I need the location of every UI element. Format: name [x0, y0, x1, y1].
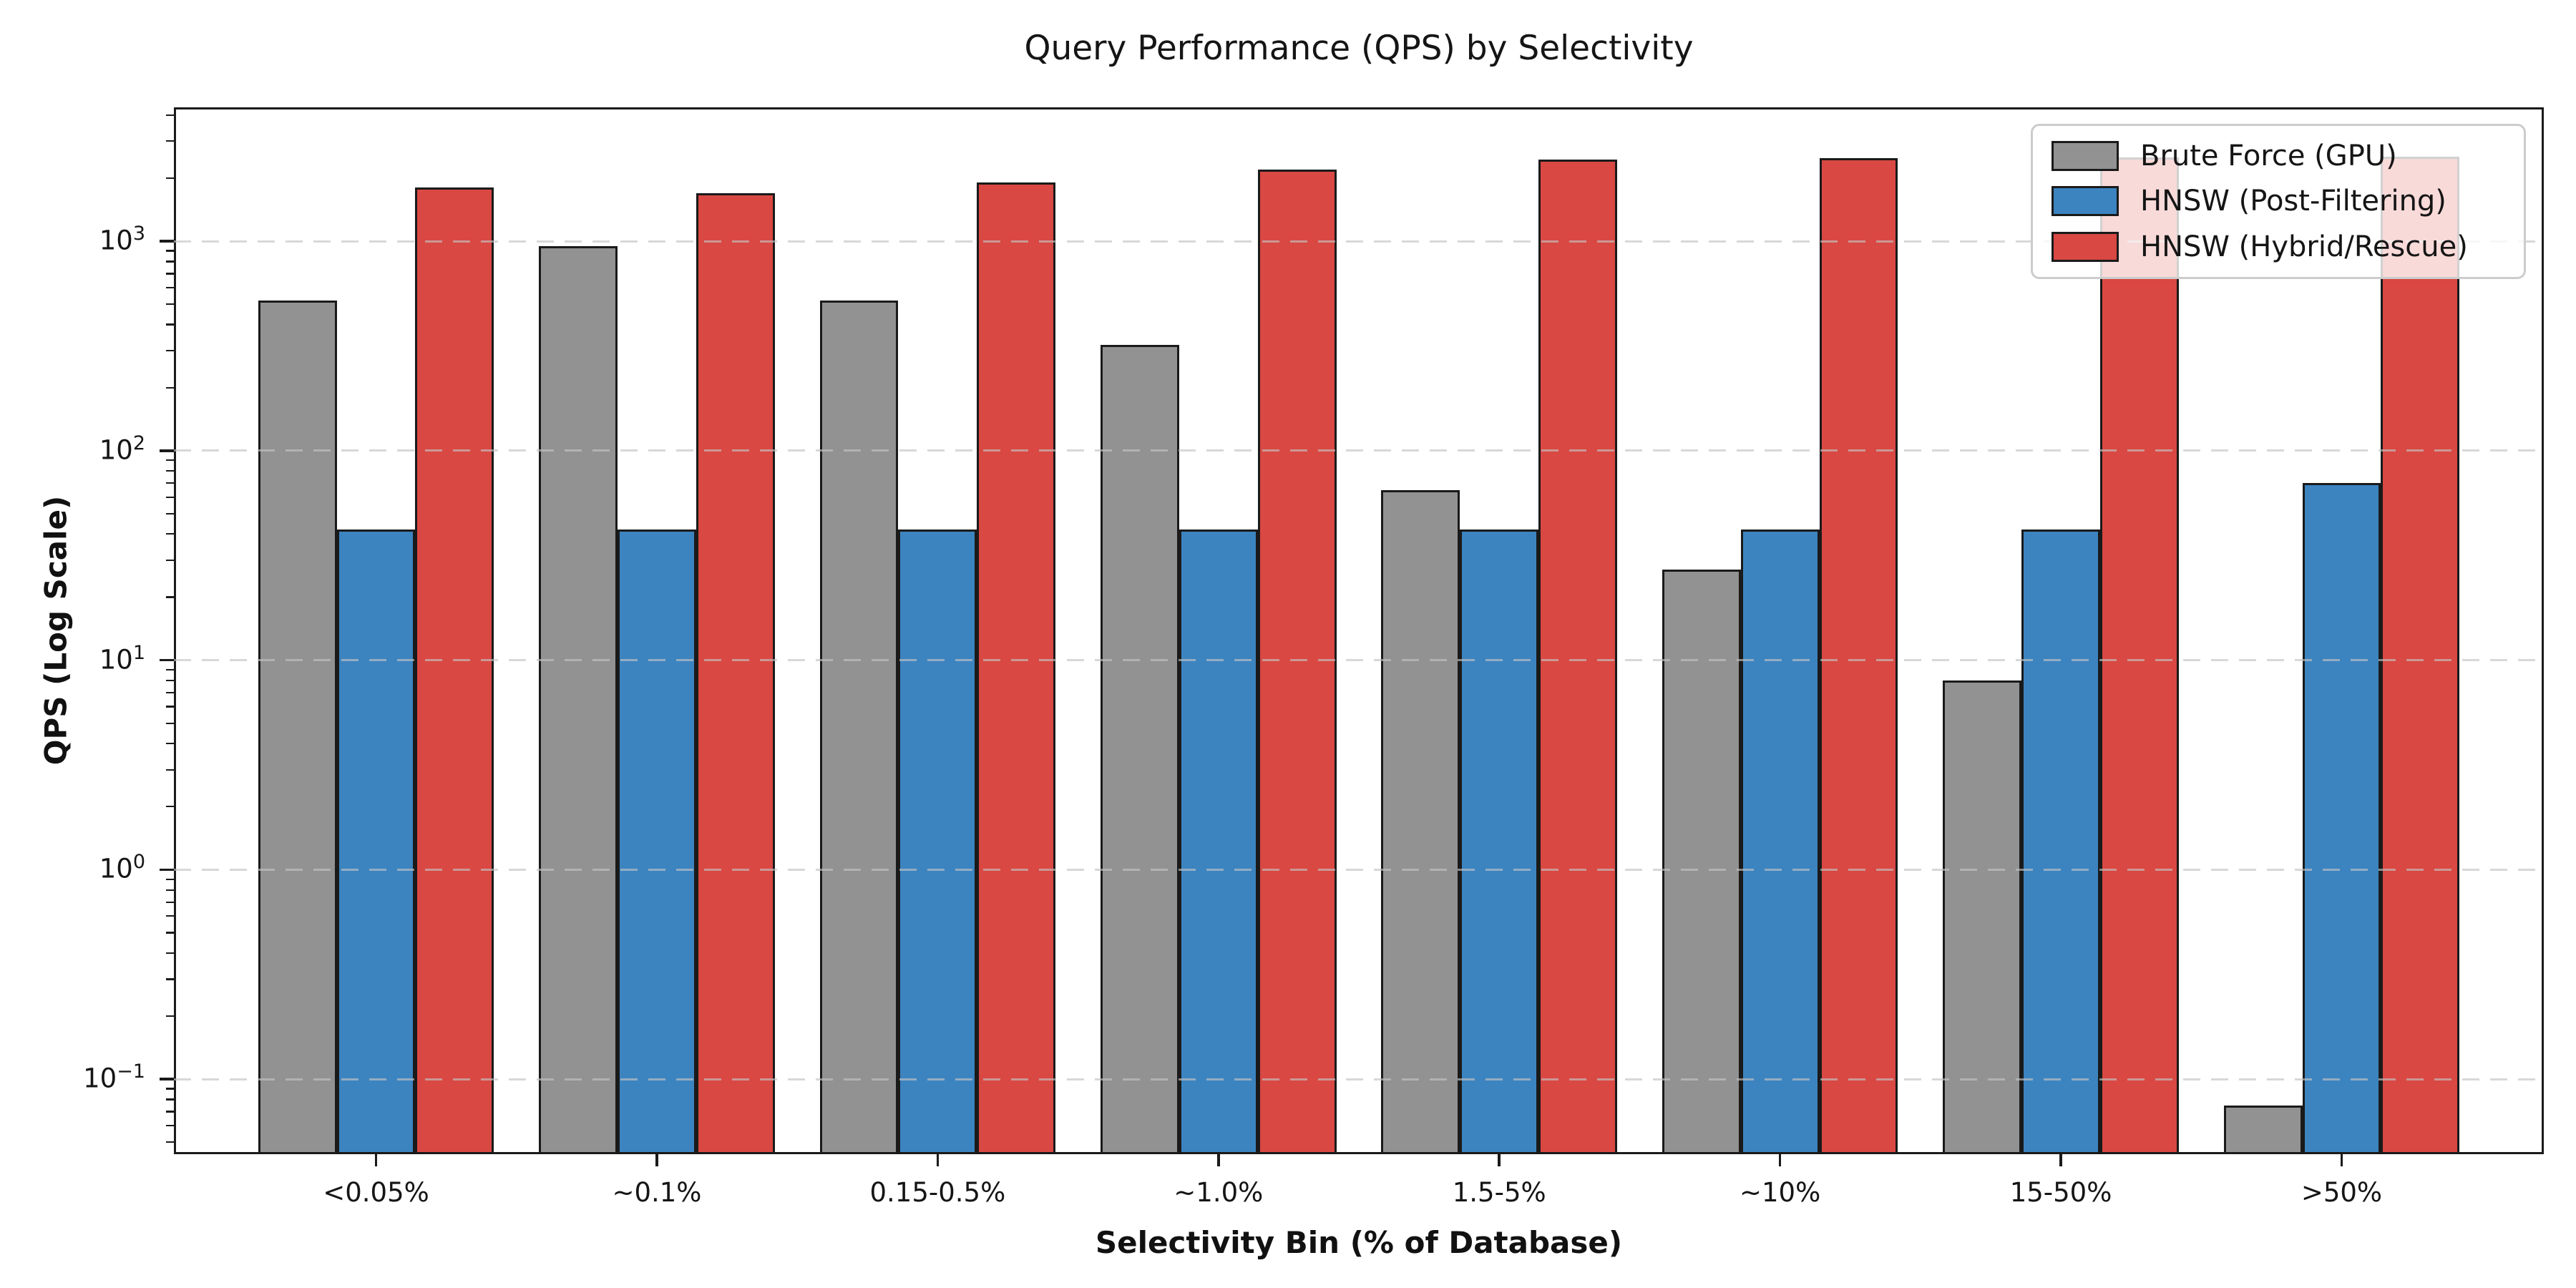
x-tick	[2340, 1154, 2343, 1166]
legend-label: HNSW (Hybrid/Rescue)	[2140, 230, 2468, 264]
x-tick	[1498, 1154, 1501, 1166]
y-tick-minor	[166, 286, 174, 289]
y-tick-label: 102	[99, 431, 145, 466]
y-tick-minor	[166, 806, 174, 808]
y-tick-minor	[166, 743, 174, 745]
x-tick	[936, 1154, 940, 1166]
x-tick	[1217, 1154, 1220, 1166]
legend-swatch-red	[2051, 232, 2119, 263]
x-tick	[1778, 1154, 1782, 1166]
x-axis-title: Selectivity Bin (% of Database)	[1095, 1225, 1623, 1260]
y-tick-minor	[166, 978, 174, 980]
y-tick-minor	[166, 722, 174, 724]
legend-swatch-blue	[2051, 186, 2119, 217]
x-tick	[2059, 1154, 2062, 1166]
legend-label: HNSW (Post-Filtering)	[2140, 185, 2446, 218]
y-tick-minor	[166, 915, 174, 917]
y-tick-minor	[166, 1111, 174, 1113]
y-tick-minor	[166, 1125, 174, 1127]
x-tick-label-2: 0.15-0.5%	[869, 1177, 1006, 1208]
y-tick-minor	[166, 386, 174, 389]
x-tick-label-4: 1.5-5%	[1452, 1177, 1546, 1208]
legend: Brute Force (GPU) HNSW (Post-Filtering) …	[2031, 124, 2526, 279]
chart-title: Query Performance (QPS) by Selectivity	[1024, 29, 1694, 68]
y-axis-title: QPS (Log Scale)	[38, 495, 74, 766]
legend-row-hybrid-rescue: HNSW (Hybrid/Rescue)	[2051, 230, 2505, 263]
y-tick-major	[160, 240, 174, 243]
y-tick-minor	[166, 177, 174, 180]
y-tick-minor	[166, 273, 174, 275]
y-tick-minor	[166, 679, 174, 682]
x-tick-label-0: <0.05%	[323, 1177, 429, 1208]
y-tick-minor	[166, 901, 174, 903]
legend-row-brute-force: Brute Force (GPU)	[2051, 140, 2505, 172]
y-tick-minor	[166, 260, 174, 263]
y-tick-minor	[166, 533, 174, 535]
y-tick-minor	[166, 250, 174, 252]
y-tick-minor	[166, 878, 174, 880]
y-tick-minor	[166, 1098, 174, 1101]
y-tick-minor	[166, 1141, 174, 1143]
y-tick-minor	[166, 303, 174, 306]
legend-label: Brute Force (GPU)	[2140, 139, 2397, 172]
x-tick	[374, 1154, 378, 1166]
y-tick-label: 103	[99, 223, 145, 256]
y-tick-minor	[166, 323, 174, 326]
y-tick-minor	[166, 889, 174, 891]
x-tick-label-6: 15-50%	[2009, 1177, 2112, 1208]
x-tick	[655, 1154, 658, 1166]
y-tick-major	[160, 868, 174, 872]
x-tick-label-7: >50%	[2301, 1177, 2383, 1208]
legend-swatch-gray	[2051, 140, 2119, 171]
y-tick-minor	[166, 459, 174, 462]
y-tick-minor	[166, 350, 174, 352]
x-tick-label-5: ~10%	[1740, 1177, 1821, 1208]
y-tick-label: 100	[99, 851, 145, 884]
y-tick-minor	[166, 1088, 174, 1090]
y-tick-major	[160, 658, 174, 662]
y-tick-minor	[166, 482, 174, 484]
y-tick-minor	[166, 496, 174, 498]
y-tick-minor	[166, 769, 174, 771]
y-tick-minor	[166, 140, 174, 142]
y-tick-minor	[166, 1015, 174, 1018]
y-tick-minor	[166, 559, 174, 562]
y-tick-label: 10−1	[83, 1060, 145, 1094]
x-tick-label-1: ~0.1%	[612, 1177, 702, 1208]
y-tick-minor	[166, 691, 174, 694]
y-tick-minor	[166, 114, 174, 116]
y-tick-major	[160, 1078, 174, 1080]
y-tick-minor	[166, 512, 174, 515]
y-tick-major	[160, 449, 174, 452]
y-tick-minor	[166, 706, 174, 708]
y-tick-minor	[166, 596, 174, 598]
legend-row-post-filtering: HNSW (Post-Filtering)	[2051, 185, 2505, 218]
y-tick-minor	[166, 952, 174, 954]
y-tick-minor	[166, 668, 174, 671]
y-tick-minor	[166, 470, 174, 472]
x-tick-label-3: ~1.0%	[1174, 1177, 1264, 1208]
y-tick-minor	[166, 932, 174, 934]
